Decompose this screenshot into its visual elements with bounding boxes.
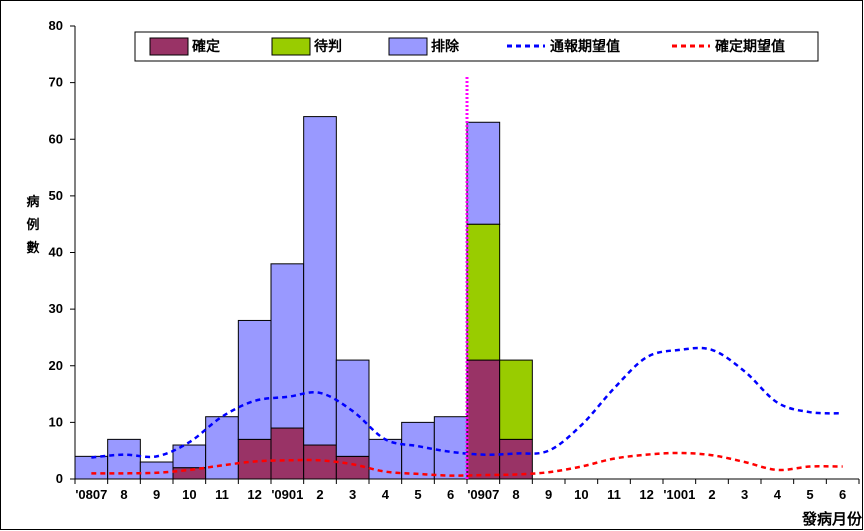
x-tick-label: 5	[806, 487, 813, 502]
x-tick-label: 9	[153, 487, 160, 502]
legend-label: 確定	[192, 38, 220, 55]
x-tick-label: 6	[839, 487, 846, 502]
x-tick-label: 6	[447, 487, 454, 502]
x-tick-label: 2	[708, 487, 715, 502]
y-tick-label: 10	[49, 414, 63, 429]
x-tick-label: 4	[382, 487, 390, 502]
x-tick-label: 5	[414, 487, 421, 502]
x-tick-label: 2	[316, 487, 323, 502]
bar-excluded	[466, 121, 501, 225]
x-tick-label: '0807	[75, 487, 107, 502]
y-tick-label: 80	[49, 18, 63, 33]
bar-excluded	[270, 263, 305, 429]
y-axis-label-char: 數	[26, 240, 39, 256]
x-tick-label: '1001	[663, 487, 695, 502]
x-tick-label: 12	[639, 487, 653, 502]
bar-confirmed	[303, 444, 337, 480]
x-tick-label: 9	[545, 487, 552, 502]
y-tick-label: 70	[49, 75, 63, 90]
y-axis-label-char: 病	[26, 194, 39, 210]
bar-excluded	[401, 421, 435, 480]
y-tick-label: 60	[49, 131, 63, 146]
x-tick-label: 4	[774, 487, 782, 502]
x-tick-label: 10	[182, 487, 196, 502]
bar-excluded	[139, 461, 174, 480]
legend-swatch	[388, 37, 428, 56]
bar-excluded	[433, 416, 468, 480]
bar-confirmed	[499, 438, 533, 480]
y-tick-label: 40	[49, 245, 63, 260]
legend-label: 待判	[314, 38, 342, 55]
y-axis-label-char: 例	[26, 217, 39, 233]
x-tick-label: '0907	[467, 487, 499, 502]
bar-pending	[466, 223, 501, 361]
bar-pending	[499, 359, 533, 440]
legend-label: 確定期望值	[715, 38, 785, 55]
legend-swatch	[149, 37, 189, 56]
legend-label: 通報期望值	[550, 38, 620, 55]
x-tick-label: 3	[741, 487, 748, 502]
bar-excluded	[74, 455, 109, 480]
x-axis-label: 發病月份	[801, 510, 863, 528]
bar-excluded	[237, 319, 272, 440]
y-tick-label: 50	[49, 188, 63, 203]
x-tick-label: 11	[607, 487, 621, 502]
legend-box	[134, 31, 819, 62]
y-tick-label: 20	[49, 358, 63, 373]
bar-confirmed	[466, 359, 501, 480]
bar-confirmed	[270, 427, 305, 480]
bar-excluded	[303, 116, 337, 446]
y-tick-label: 30	[49, 301, 63, 316]
x-tick-label: '0901	[271, 487, 303, 502]
legend-swatch	[271, 37, 311, 56]
legend-label: 排除	[431, 38, 460, 55]
bar-excluded	[172, 444, 207, 469]
x-tick-label: 8	[120, 487, 127, 502]
x-tick-label: 3	[349, 487, 356, 502]
x-tick-label: 10	[574, 487, 588, 502]
bar-excluded	[335, 359, 370, 457]
x-tick-label: 12	[247, 487, 261, 502]
x-tick-label: 11	[215, 487, 229, 502]
x-tick-label: 8	[512, 487, 519, 502]
y-tick-label: 0	[56, 471, 63, 486]
bar-confirmed	[237, 438, 272, 480]
line-confirmed-expected	[91, 451, 843, 477]
